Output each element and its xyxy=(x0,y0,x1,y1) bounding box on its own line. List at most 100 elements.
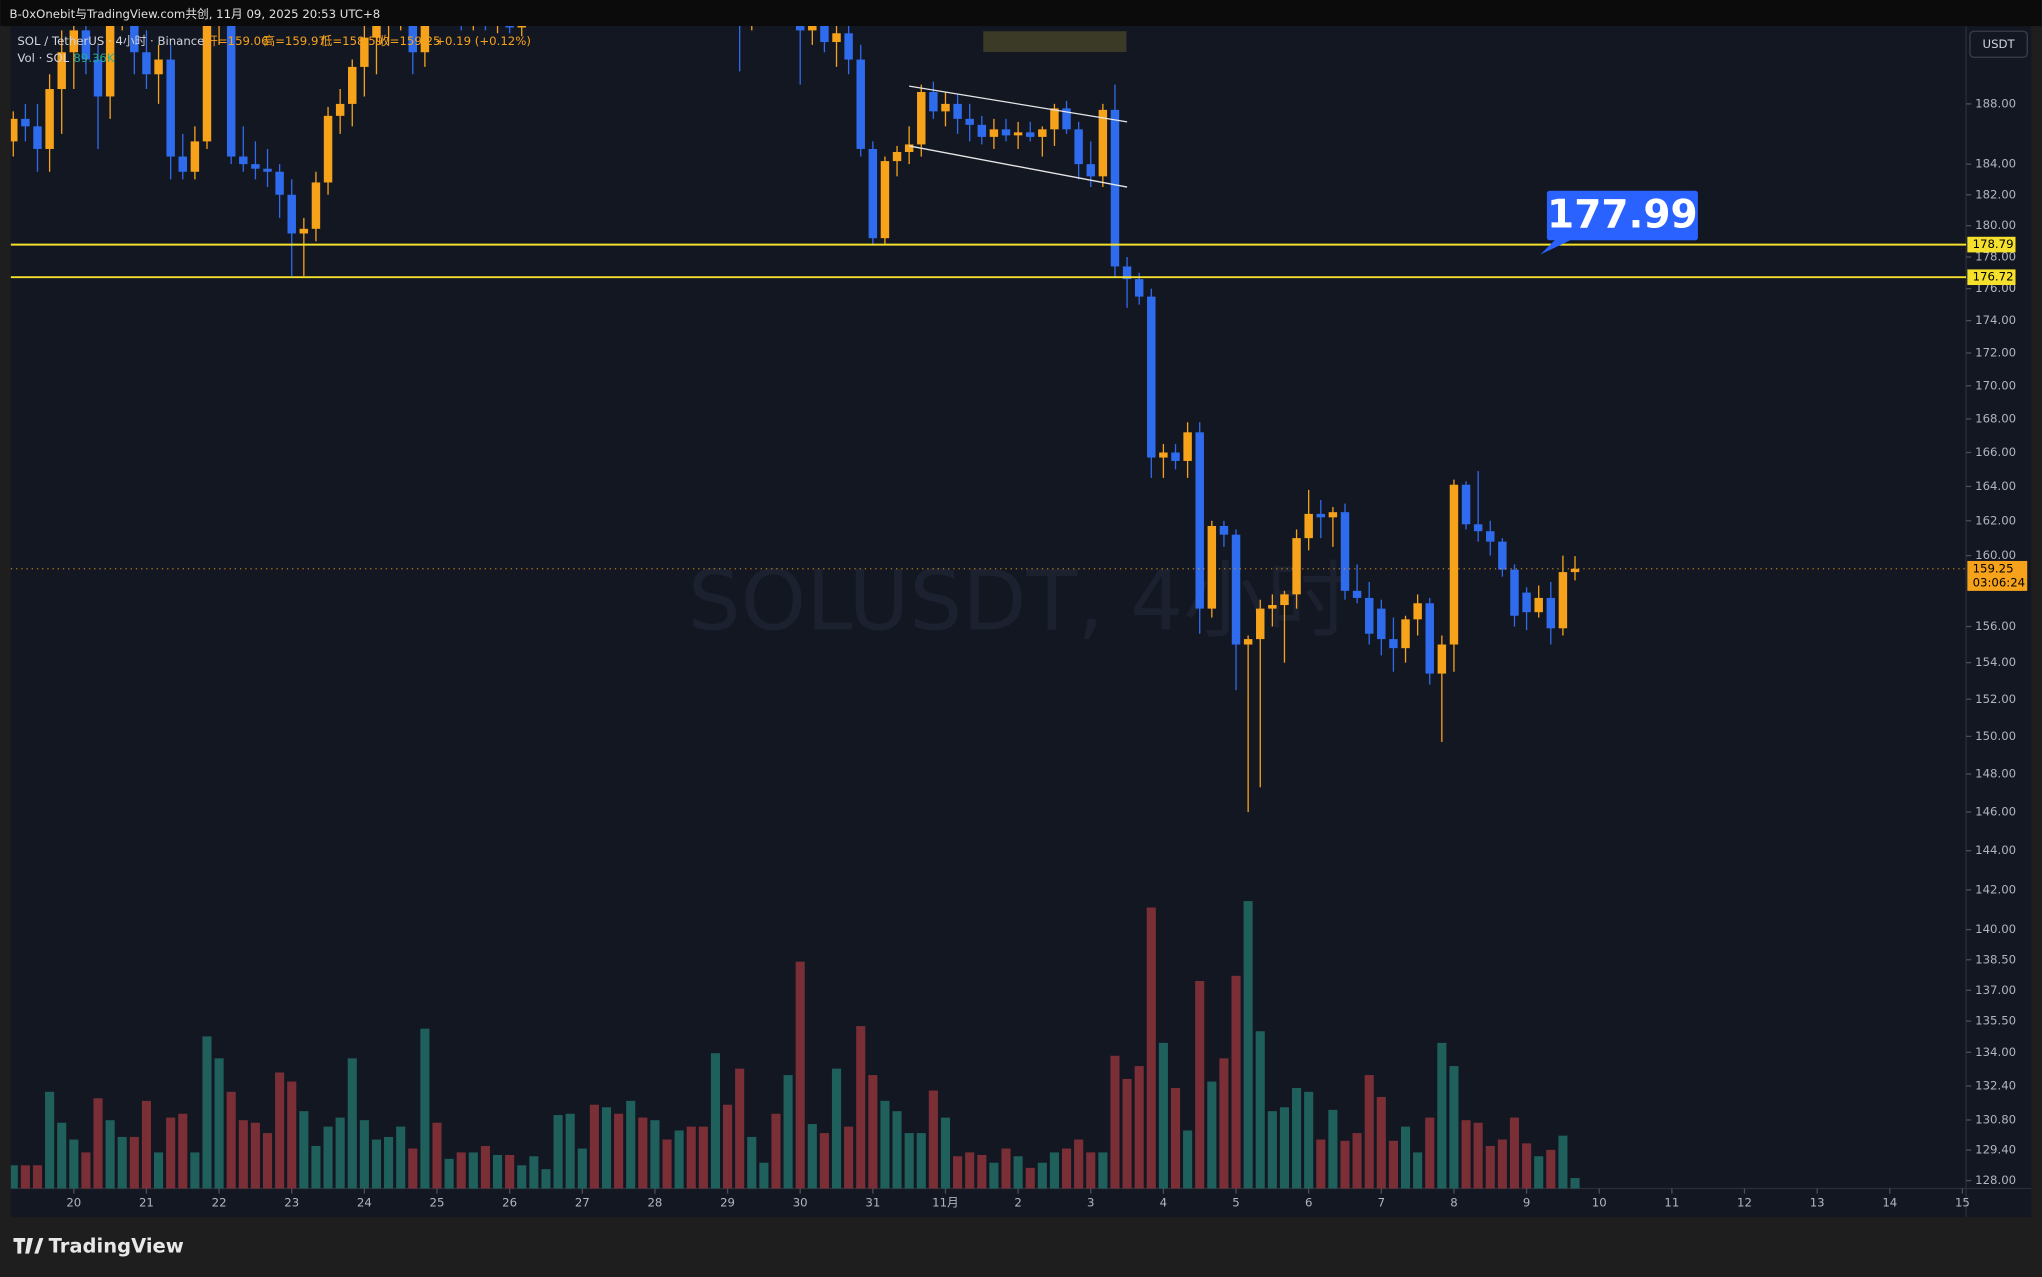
volume-bar xyxy=(1558,1135,1568,1189)
volume-bar xyxy=(819,1133,829,1189)
candle-body xyxy=(1268,605,1277,609)
volume-bar xyxy=(1473,1122,1483,1189)
candle-body xyxy=(1486,531,1495,542)
candle-body xyxy=(953,103,962,119)
candle-body xyxy=(1256,608,1265,640)
candle-body xyxy=(1461,484,1471,525)
x-tick-label: 21 xyxy=(139,1195,154,1209)
volume-bar xyxy=(57,1122,67,1189)
volume-bar xyxy=(553,1115,563,1189)
volume-bar xyxy=(275,1072,285,1189)
volume-bar xyxy=(10,1165,18,1189)
candle-body xyxy=(1110,109,1120,267)
volume-bar xyxy=(541,1169,551,1189)
candle-body xyxy=(1086,164,1095,177)
y-tick-label: 188.00 xyxy=(1975,96,2016,110)
volume-bar xyxy=(1098,1152,1108,1189)
x-tick-label: 4 xyxy=(1160,1195,1167,1209)
volume-bar xyxy=(844,1126,854,1189)
volume-bar xyxy=(977,1154,987,1189)
volume-bar xyxy=(1328,1109,1338,1189)
ohlc-value: 高=159.97 xyxy=(263,34,325,48)
x-tick-label: 23 xyxy=(284,1195,299,1209)
volume-bar xyxy=(190,1152,200,1189)
candle-body xyxy=(311,182,321,229)
ohlc-legend: 开=159.06高=159.97低=158.59收=159.25+0.19 (+… xyxy=(206,34,531,48)
candle-body xyxy=(941,103,950,112)
candle-body xyxy=(81,30,91,60)
candle-body xyxy=(808,26,817,31)
volume-bar xyxy=(45,1091,55,1189)
volume-bar xyxy=(287,1081,297,1189)
volume-bar xyxy=(831,1068,842,1189)
candle-body xyxy=(1207,525,1217,609)
x-tick-label: 15 xyxy=(1955,1195,1970,1209)
y-tick-label: 182.00 xyxy=(1975,187,2016,201)
hline-label-bg xyxy=(1967,236,2016,253)
volume-bar xyxy=(129,1136,139,1189)
plot xyxy=(10,26,1580,1189)
volume-bar xyxy=(674,1130,684,1189)
candle-body xyxy=(154,59,163,75)
y-tick-label: 142.00 xyxy=(1975,882,2016,896)
volume-bar xyxy=(81,1152,91,1189)
x-tick-label: 8 xyxy=(1450,1195,1457,1209)
currency: USDT xyxy=(1983,37,2016,51)
volume-bar xyxy=(965,1152,975,1189)
candle-body xyxy=(820,26,829,43)
candle-body xyxy=(1280,594,1289,606)
candle-body xyxy=(1013,132,1023,136)
x-tick-label: 14 xyxy=(1882,1195,1897,1209)
volume-bar xyxy=(1437,1042,1447,1189)
candle-body xyxy=(45,89,54,149)
candle-body xyxy=(989,129,999,137)
volume-bar xyxy=(347,1058,357,1189)
volume-bar xyxy=(1485,1145,1495,1189)
volume-bar xyxy=(1134,1066,1144,1189)
volume-bar xyxy=(759,1162,769,1189)
y-tick-label: 180.00 xyxy=(1975,218,2016,232)
volume-bar xyxy=(1304,1091,1314,1189)
y-tick-label: 184.00 xyxy=(1975,157,2016,171)
candle-body xyxy=(965,118,974,125)
y-tick-label: 154.00 xyxy=(1975,655,2016,669)
ohlc-value: 低=158.59 xyxy=(321,34,383,48)
volume-bar xyxy=(892,1111,902,1189)
volume-bar xyxy=(601,1107,612,1189)
volume-bar xyxy=(432,1122,442,1189)
volume-bar xyxy=(202,1036,212,1189)
currency-box[interactable] xyxy=(1969,30,2028,58)
candle-body xyxy=(1025,132,1035,137)
volume-bar xyxy=(20,1165,30,1189)
callout-label: 177.99 xyxy=(1547,192,1698,237)
x-tick-label: 12 xyxy=(1737,1195,1752,1209)
x-tick-label: 30 xyxy=(793,1195,808,1209)
y-tick-label: 174.00 xyxy=(1975,313,2016,327)
volume-bar xyxy=(1376,1096,1386,1189)
candle-body xyxy=(1449,484,1459,645)
branding: TradingView xyxy=(49,1235,184,1258)
volume-bar xyxy=(69,1139,79,1189)
candle-body xyxy=(1316,513,1326,518)
candle-body xyxy=(130,26,139,53)
volume-bar xyxy=(1255,1031,1265,1189)
volume-bar xyxy=(1425,1117,1435,1189)
candle-body xyxy=(1122,266,1132,280)
volume-bar xyxy=(989,1162,999,1189)
candle-body xyxy=(1364,597,1374,634)
x-tick-label: 11月 xyxy=(932,1195,959,1209)
y-tick-label: 172.00 xyxy=(1975,346,2016,360)
volume-bar xyxy=(880,1100,890,1189)
candle-body xyxy=(360,37,369,67)
volume-bar xyxy=(505,1154,515,1189)
y-tick-label: 164.00 xyxy=(1975,479,2016,493)
hline-label-bg xyxy=(1967,269,2016,286)
candle-body xyxy=(1352,590,1362,598)
candle-body xyxy=(1292,538,1301,595)
x-tick-label: 2 xyxy=(1014,1195,1021,1209)
x-tick-label: 10 xyxy=(1592,1195,1607,1209)
y-tick-label: 166.00 xyxy=(1975,445,2016,459)
candle-body xyxy=(408,26,418,53)
candle-body xyxy=(832,33,841,43)
